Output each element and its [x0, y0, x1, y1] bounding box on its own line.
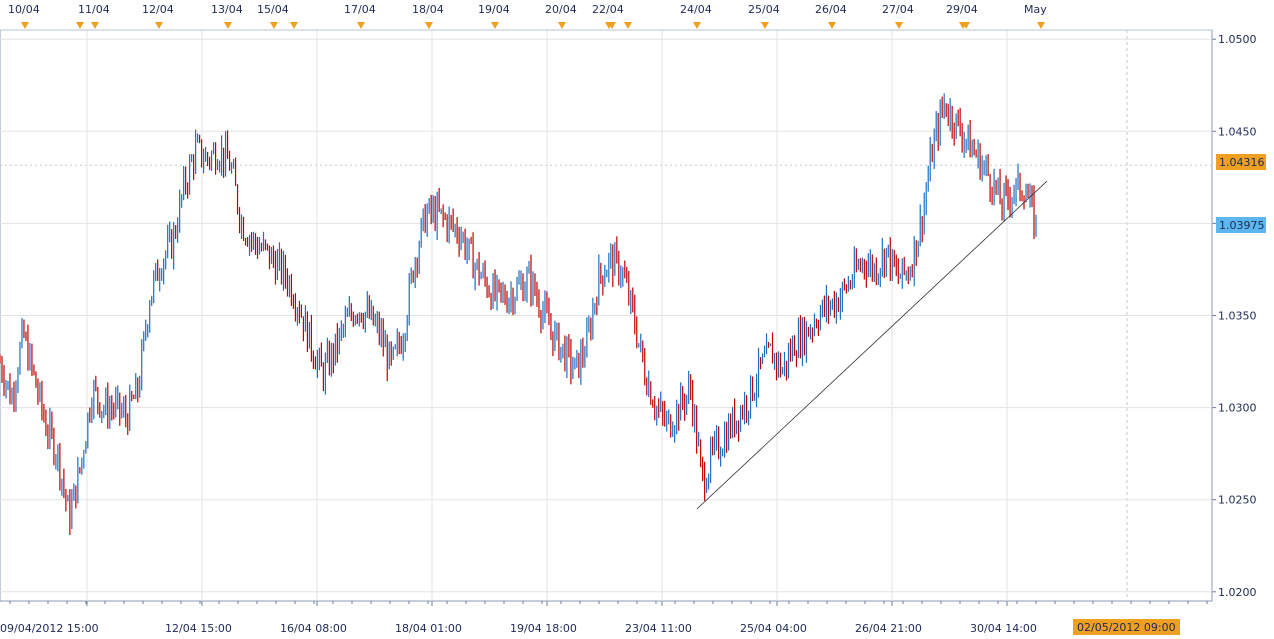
x-tick-label: 12/04 15:00	[165, 622, 232, 635]
y-tick-label: 1.0500	[1218, 33, 1257, 46]
event-date-label: 20/04	[545, 3, 577, 16]
event-marker-icon[interactable]	[290, 22, 298, 29]
event-marker-icon[interactable]	[693, 22, 701, 29]
event-date-label: 22/04	[592, 3, 624, 16]
y-axis-labels: 1.05001.04501.04001.03501.03001.02501.02…	[1212, 33, 1257, 599]
event-date-label: 13/04	[211, 3, 243, 16]
event-marker-icon[interactable]	[895, 22, 903, 29]
y-tick-label: 1.0300	[1218, 402, 1257, 415]
event-date-label: 24/04	[680, 3, 712, 16]
event-marker-icon[interactable]	[76, 22, 84, 29]
x-tick-label: 30/04 14:00	[970, 622, 1037, 635]
x-tick-label: 16/04 08:00	[280, 622, 347, 635]
last-price-tag: 1.03975	[1216, 217, 1266, 233]
x-tick-label: 25/04 04:00	[740, 622, 807, 635]
event-marker-icon[interactable]	[357, 22, 365, 29]
event-marker-icon[interactable]	[828, 22, 836, 29]
reference-price-label: 1.04316	[1219, 156, 1265, 169]
x-axis-labels: 09/04/2012 15:00 12/04 15:00 16/04 08:00 18…	[0, 601, 1208, 635]
x-tick-label: 18/04 01:00	[395, 622, 462, 635]
event-marker-icon[interactable]	[558, 22, 566, 29]
event-marker-icon[interactable]	[1037, 22, 1045, 29]
event-date-label: 17/04	[344, 3, 376, 16]
event-date-label: 15/04	[257, 3, 289, 16]
y-tick-label: 1.0250	[1218, 494, 1257, 507]
reference-price-tag: 1.04316	[1216, 154, 1266, 170]
event-marker-icon[interactable]	[425, 22, 433, 29]
x-tick-label: 19/04 18:00	[510, 622, 577, 635]
y-tick-label: 1.0450	[1218, 125, 1257, 138]
trendline	[696, 180, 1048, 510]
event-marker-icon[interactable]	[761, 22, 769, 29]
event-date-label: 10/04	[8, 3, 40, 16]
event-date-label: 26/04	[815, 3, 847, 16]
trendline-segment[interactable]	[696, 180, 1048, 510]
event-date-label: 25/04	[748, 3, 780, 16]
x-tick-label: 09/04/2012 15:00	[0, 622, 99, 635]
event-date-label: May	[1024, 3, 1047, 16]
event-marker-icon[interactable]	[155, 22, 163, 29]
event-marker-icon[interactable]	[491, 22, 499, 29]
event-date-label: 18/04	[412, 3, 444, 16]
event-marker-icon[interactable]	[91, 22, 99, 29]
y-tick-label: 1.0200	[1218, 586, 1257, 599]
x-tick-label: 26/04 21:00	[855, 622, 922, 635]
event-date-label: 12/04	[142, 3, 174, 16]
event-marker-icon[interactable]	[608, 22, 616, 29]
last-price-label: 1.03975	[1219, 219, 1265, 232]
cursor-date-label: 02/05/2012 09:00	[1077, 621, 1176, 634]
event-date-label: 29/04	[946, 3, 978, 16]
candles	[0, 93, 1037, 535]
event-date-label: 11/04	[78, 3, 110, 16]
event-date-label: 27/04	[882, 3, 914, 16]
cursor-date-tag: 02/05/2012 09:00	[1073, 619, 1180, 635]
event-marker-icon[interactable]	[624, 22, 632, 29]
event-marker-icon[interactable]	[21, 22, 29, 29]
event-marker-icon[interactable]	[270, 22, 278, 29]
x-tick-label: 23/04 11:00	[625, 622, 692, 635]
event-date-label: 19/04	[478, 3, 510, 16]
event-markers: 10/04 11/04 12/04 13/04 15/04 17/04 18/04 19/04…	[0, 3, 1212, 31]
y-tick-label: 1.0350	[1218, 310, 1257, 323]
event-marker-icon[interactable]	[224, 22, 232, 29]
event-marker-icon[interactable]	[962, 22, 970, 29]
